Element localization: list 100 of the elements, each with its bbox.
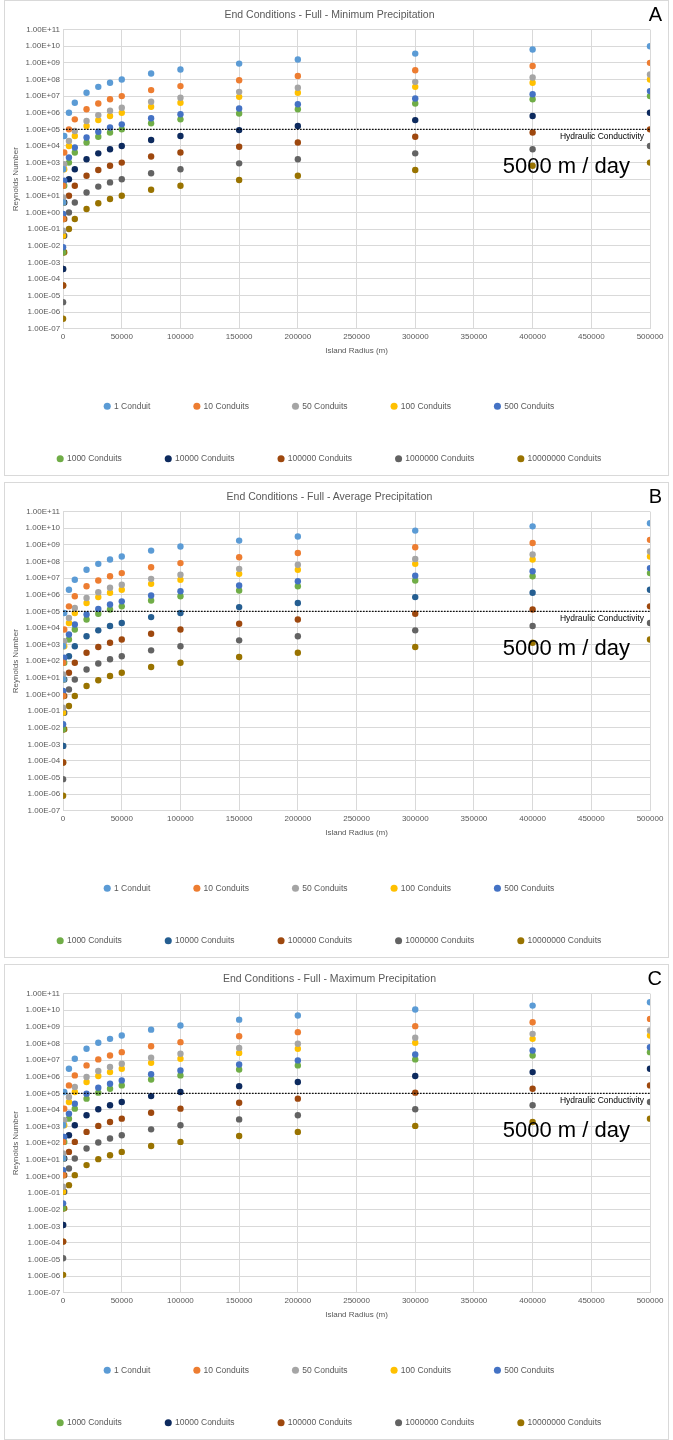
y-tick-label: 1.00E+03 [25,639,61,649]
y-tick-label: 1.00E+04 [25,1105,61,1115]
y-tick-label: 1.00E+06 [25,589,61,599]
text: C [647,966,662,989]
y-tick-label: 1.00E-04 [27,274,61,284]
x-tick-label: 50000 [110,331,134,341]
text: A [648,2,663,25]
x-tick-label: 500000 [636,1295,664,1305]
y-tick-label: 1.00E-05 [27,290,61,300]
annotation: 5000 m / day [502,153,630,179]
legend-label: 1 Conduit [113,882,151,893]
x-tick-label: 500000 [636,813,664,823]
y-tick-label: 1.00E-02 [27,240,61,250]
x-tick-label: 250000 [343,1295,371,1305]
legend-label: 10000000 Conduits [527,935,602,946]
legend-label: 1000 Conduits [66,453,122,464]
y-tick-label: 1.00E-06 [27,1271,61,1281]
x-tick-label: 450000 [577,1295,606,1305]
legend-label: 10 Conduits [203,400,249,411]
legend-label: 1000 Conduits [66,935,122,946]
y-tick-label: 1.00E-06 [27,789,61,799]
y-tick-label: 1.00E+04 [25,623,61,633]
y-tick-label: 1.00E+10 [25,523,61,533]
legend-label: 1000000 Conduits [405,1417,475,1428]
x-tick-label: 50000 [110,1295,134,1305]
y-tick-label: 1.00E+09 [25,1022,61,1032]
y-tick-label: 1.00E+06 [25,1071,61,1081]
legend-label: 100000 Conduits [287,453,353,464]
legend-label: 100000 Conduits [287,935,353,946]
y-tick-label: 1.00E+01 [25,673,61,683]
y-tick-label: 1.00E-04 [27,1238,61,1248]
x-tick-label: 100000 [167,331,195,341]
x-axis-title: Island Radius (m) [325,1310,389,1320]
y-tick-label: 1.00E+02 [25,174,61,184]
legend-label: 500 Conduits [504,882,555,893]
ref-line-label: Hydraulic Conductivity [559,612,645,623]
y-tick-label: 1.00E-02 [27,722,61,732]
y-tick-label: 1.00E-02 [27,1204,61,1214]
x-tick-label: 50000 [110,813,134,823]
y-tick-label: 1.00E+07 [25,1055,61,1065]
y-tick-label: 1.00E+09 [25,58,61,68]
y-tick-label: 1.00E-07 [27,1288,61,1297]
y-axis-title: Reynolds Number [11,146,20,212]
y-tick-label: 1.00E+07 [25,91,61,101]
legend-label: 100000 Conduits [287,1417,353,1428]
legend-label: 1000000 Conduits [405,453,475,464]
chart-title: End Conditions - Full - Average Precipitation [226,490,433,503]
legend-label: 10000000 Conduits [527,453,602,464]
y-tick-label: 1.00E-03 [27,257,61,267]
x-tick-label: 100000 [167,813,195,823]
x-tick-label: 400000 [519,1295,547,1305]
y-tick-label: 1.00E-07 [27,806,61,815]
y-tick-label: 1.00E+09 [25,540,61,550]
x-tick-label: 150000 [225,1295,254,1305]
x-tick-label: 300000 [401,331,430,341]
legend-label: 10000 Conduits [175,453,235,464]
x-tick-label: 250000 [343,331,371,341]
x-tick-label: 200000 [284,1295,312,1305]
y-tick-label: 1.00E+06 [25,107,61,117]
legend-label: 50 Conduits [302,400,348,411]
x-tick-label: 0 [60,813,66,823]
y-tick-label: 1.00E-01 [27,1188,61,1198]
chart-title: End Conditions - Full - Minimum Precipitation [224,8,435,21]
y-tick-label: 1.00E+05 [25,124,61,134]
x-tick-label: 450000 [577,331,606,341]
y-tick-label: 1.00E+02 [25,1138,61,1148]
y-tick-label: 1.00E-01 [27,706,61,716]
x-tick-label: 300000 [401,1295,430,1305]
legend-label: 100 Conduits [400,1364,451,1375]
x-tick-label: 400000 [519,331,547,341]
ref-line-label: Hydraulic Conductivity [559,1094,645,1105]
y-tick-label: 1.00E-01 [27,224,61,234]
y-tick-label: 1.00E+00 [25,1171,61,1181]
x-tick-label: 0 [60,331,66,341]
ref-line-label: Hydraulic Conductivity [559,130,645,141]
x-tick-label: 0 [60,1295,66,1305]
legend-label: 50 Conduits [302,882,348,893]
legend-label: 10000000 Conduits [527,1417,602,1428]
annotation: 5000 m / day [502,635,630,661]
x-axis-title: Island Radius (m) [325,346,389,356]
x-tick-label: 350000 [460,1295,488,1305]
y-tick-label: 1.00E+10 [25,1005,61,1015]
y-axis-title: Reynolds Number [11,1110,20,1176]
x-tick-label: 350000 [460,813,488,823]
y-tick-label: 1.00E-05 [27,1254,61,1264]
y-tick-label: 1.00E+05 [25,606,61,616]
y-tick-label: 1.00E-04 [27,756,61,766]
y-tick-label: 1.00E-03 [27,1221,61,1231]
y-tick-label: 1.00E+11 [26,24,61,34]
x-tick-label: 350000 [460,331,488,341]
annotation: 5000 m / day [502,1117,630,1143]
legend-label: 500 Conduits [504,1364,555,1375]
y-tick-label: 1.00E+04 [25,141,61,151]
legend-label: 1 Conduit [113,400,151,411]
x-axis-title: Island Radius (m) [325,828,389,838]
chart-title: End Conditions - Full - Maximum Precipitation [223,972,437,985]
legend-label: 1000 Conduits [66,1417,122,1428]
y-tick-label: 1.00E+10 [25,41,61,51]
y-tick-label: 1.00E-07 [27,324,61,333]
y-tick-label: 1.00E+08 [25,556,61,566]
